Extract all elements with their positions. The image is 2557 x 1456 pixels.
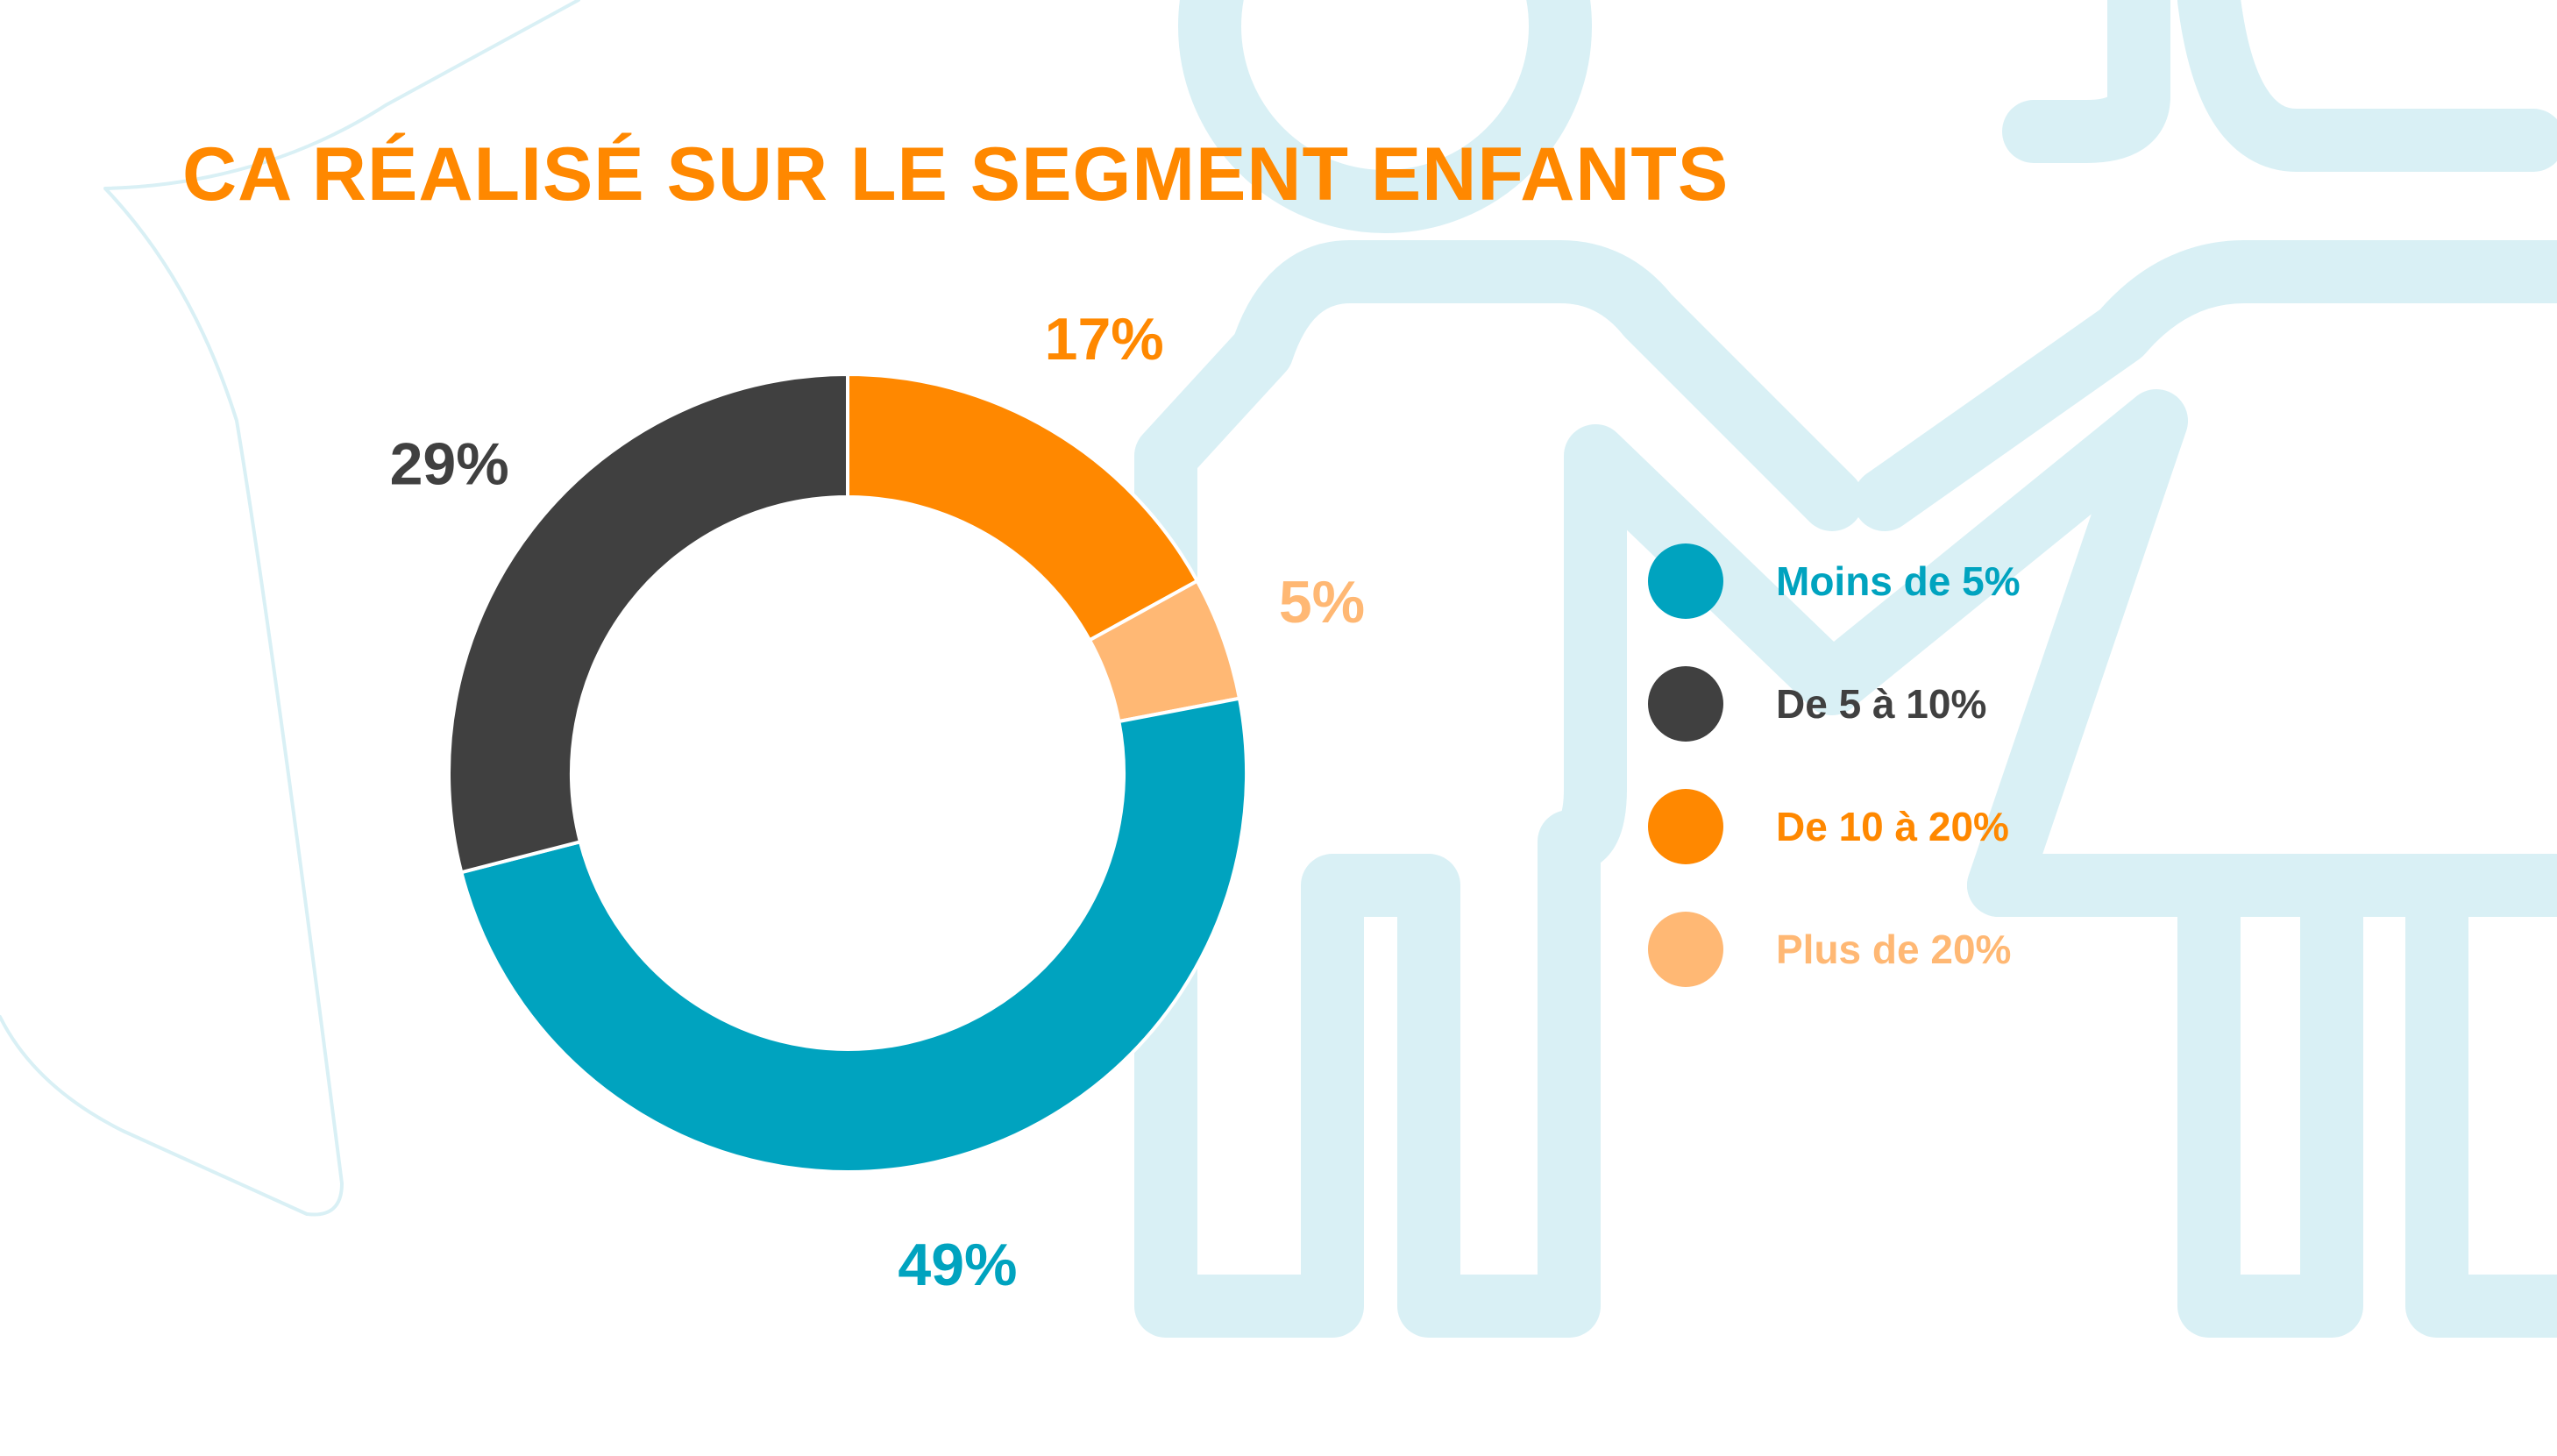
legend-swatch-plus-de-20 — [1648, 912, 1723, 987]
legend-item-de-5-a-10: De 5 à 10% — [1648, 666, 2021, 742]
legend-swatch-moins-de-5 — [1648, 543, 1723, 619]
girl-hair-shape — [2002, 0, 2170, 163]
background-bag-shape — [0, 0, 580, 1217]
slice-label-plus-de-20: 5% — [1279, 569, 1365, 636]
slice-label-de-10-a-20: 17% — [1045, 306, 1164, 373]
legend-label-de-10-a-20: De 10 à 20% — [1776, 804, 2009, 849]
girl-head-shape — [2177, 0, 2557, 172]
legend-swatch-de-5-a-10 — [1648, 666, 1723, 742]
legend-label-plus-de-20: Plus de 20% — [1776, 927, 2012, 972]
donut-slice-de-5-a-10 — [447, 372, 849, 875]
girl-body-shape — [1853, 240, 2557, 1338]
slice-label-de-5-a-10: 29% — [390, 431, 509, 498]
chart-legend: Moins de 5% De 5 à 10% De 10 à 20% Plus … — [1648, 543, 2021, 1034]
donut-slice-de-10-a-20 — [846, 372, 1200, 643]
slice-label-moins-de-5: 49% — [898, 1232, 1017, 1298]
boy-body-shape — [1134, 240, 2188, 1338]
legend-item-de-10-a-20: De 10 à 20% — [1648, 789, 2021, 864]
legend-item-moins-de-5: Moins de 5% — [1648, 543, 2021, 619]
boy-head-shape — [1178, 0, 1592, 233]
page-title: CA RÉALISÉ SUR LE SEGMENT ENFANTS — [182, 132, 1730, 217]
legend-label-moins-de-5: Moins de 5% — [1776, 558, 2021, 604]
legend-label-de-5-a-10: De 5 à 10% — [1776, 681, 1987, 727]
legend-swatch-de-10-a-20 — [1648, 789, 1723, 864]
donut-slice-moins-de-5 — [458, 696, 1248, 1174]
legend-item-plus-de-20: Plus de 20% — [1648, 912, 2021, 987]
